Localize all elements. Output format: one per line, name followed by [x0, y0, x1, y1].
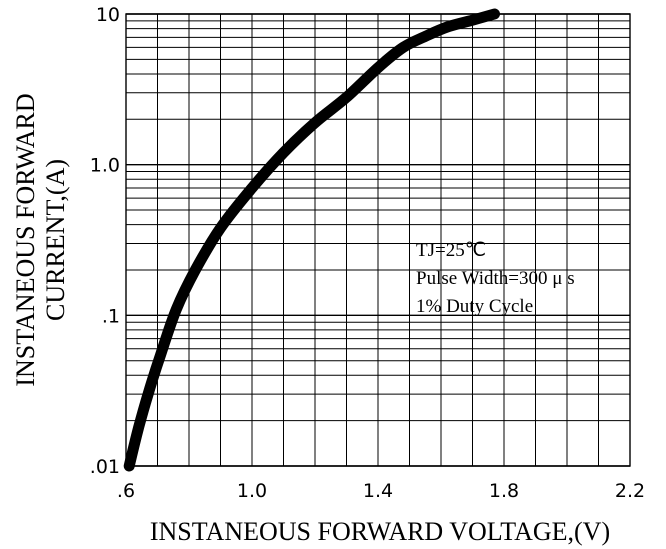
annotation-duty-cycle: 1% Duty Cycle: [416, 296, 533, 317]
grid: [125, 13, 631, 467]
x-axis-title: INSTANEOUS FORWARD VOLTAGE,(V): [150, 517, 610, 546]
y-axis-title-line2: CURRENT,(A): [41, 159, 70, 321]
annotation-pulse-width: Pulse Width=300 μ s: [416, 268, 575, 289]
y-tick-label: .01: [90, 456, 120, 478]
x-tick-label: .6: [117, 480, 135, 502]
tick-labels: .6 1.0 1.4 1.8 2.2 .01 .1 1.0 10: [90, 4, 645, 502]
plot-frame: [125, 13, 631, 467]
series-line: [123, 8, 500, 472]
x-tick-label: 2.2: [615, 480, 645, 502]
y-tick-label: 1.0: [90, 155, 120, 177]
x-tick-label: 1.4: [363, 480, 393, 502]
y-axis-title-line1: INSTANEOUS FORWARD: [11, 93, 40, 386]
y-tick-label: 10: [96, 4, 120, 26]
x-tick-label: 1.0: [237, 480, 267, 502]
series-layer: [123, 8, 500, 472]
y-tick-label: .1: [102, 305, 120, 327]
x-tick-label: 1.8: [489, 480, 519, 502]
annotation-temperature: TJ=25℃: [416, 240, 486, 261]
